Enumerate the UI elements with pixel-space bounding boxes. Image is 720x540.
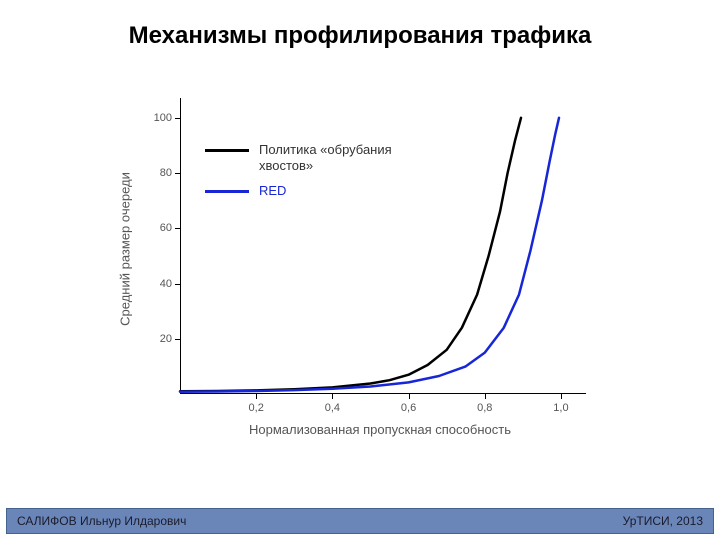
x-tick-label: 1,0	[553, 402, 568, 414]
y-tick	[175, 228, 180, 229]
legend-label: Политика «обрубания хвостов»	[259, 142, 429, 173]
y-tick	[175, 284, 180, 285]
y-tick	[175, 339, 180, 340]
x-tick	[409, 394, 410, 399]
y-tick	[175, 118, 180, 119]
footer-author: САЛИФОВ Ильнур Илдарович	[17, 514, 186, 528]
legend-item: RED	[205, 183, 429, 199]
chart: Средний размер очереди Нормализованная п…	[110, 90, 610, 470]
legend-item: Политика «обрубания хвостов»	[205, 142, 429, 173]
x-axis-title: Нормализованная пропускная способность	[249, 422, 511, 437]
y-tick	[175, 173, 180, 174]
x-tick	[332, 394, 333, 399]
x-tick-label: 0,8	[477, 402, 492, 414]
y-tick-label: 100	[154, 112, 172, 124]
y-tick-label: 20	[160, 333, 172, 345]
x-tick-label: 0,2	[249, 402, 264, 414]
y-tick-label: 80	[160, 167, 172, 179]
y-tick-label: 60	[160, 222, 172, 234]
legend-swatch	[205, 190, 249, 193]
legend: Политика «обрубания хвостов» RED	[205, 142, 429, 209]
slide: { "title": { "text": "Механизмы профилир…	[0, 0, 720, 540]
x-tick	[256, 394, 257, 399]
footer-org: УрТИСИ, 2013	[623, 514, 703, 528]
legend-label: RED	[259, 183, 286, 199]
page-title: Механизмы профилирования трафика	[0, 22, 720, 50]
footer-bar: САЛИФОВ Ильнур Илдарович УрТИСИ, 2013	[6, 508, 714, 534]
x-tick-label: 0,4	[325, 402, 340, 414]
x-tick-label: 0,6	[401, 402, 416, 414]
x-tick	[485, 394, 486, 399]
y-tick-label: 40	[160, 278, 172, 290]
x-tick	[561, 394, 562, 399]
y-axis-title: Средний размер очереди	[118, 172, 133, 326]
legend-swatch	[205, 149, 249, 152]
